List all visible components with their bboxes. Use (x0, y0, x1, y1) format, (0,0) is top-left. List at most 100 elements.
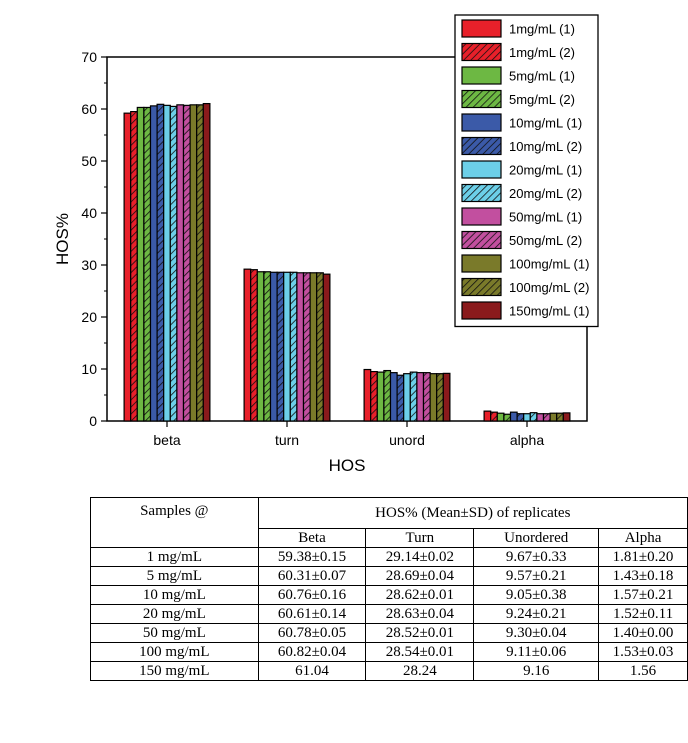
y-tick-label: 60 (81, 101, 97, 117)
results-table: Samples @ HOS% (Mean±SD) of replicates B… (90, 497, 688, 681)
legend-swatch (461, 277, 502, 297)
sample-cell: 20 mg/mL (90, 604, 259, 624)
legend-swatch (461, 19, 502, 38)
legend-swatch (461, 254, 502, 273)
legend-label: 10mg/mL (2) (509, 139, 582, 154)
column-header: Alpha (598, 528, 688, 548)
bar (289, 271, 298, 422)
value-cell: 9.16 (473, 661, 600, 681)
group-header: HOS% (Mean±SD) of replicates (257, 497, 688, 529)
bar (383, 369, 392, 422)
bar (182, 104, 191, 422)
bar (436, 373, 444, 422)
sample-cell: 1 mg/mL (90, 547, 259, 567)
bar (169, 105, 178, 422)
bar (256, 271, 265, 422)
bar (496, 412, 505, 422)
column-header: Unordered (473, 528, 600, 548)
sample-cell: 150 mg/mL (90, 661, 259, 681)
legend-label: 10mg/mL (1) (509, 116, 582, 131)
value-cell: 9.24±0.21 (473, 604, 600, 624)
legend-label: 20mg/mL (1) (509, 163, 582, 178)
value-cell: 9.57±0.21 (473, 566, 600, 586)
column-header: Turn (365, 528, 475, 548)
y-tick-label: 20 (81, 309, 97, 325)
bar (250, 269, 258, 422)
table-row: 20 mg/mL 60.61±0.14 28.63±0.04 9.24±0.21 1.5… (90, 604, 688, 624)
bar (149, 105, 158, 422)
bar-series (123, 102, 571, 422)
bar (396, 374, 405, 422)
x-tick-label: turn (275, 432, 299, 448)
value-cell: 1.40±0.00 (598, 623, 688, 643)
bar (542, 413, 551, 422)
bar (143, 106, 152, 422)
bar (196, 104, 204, 422)
bar (156, 103, 165, 422)
bar (302, 272, 311, 422)
legend-label: 5mg/mL (1) (509, 69, 575, 84)
value-cell: 9.11±0.06 (473, 642, 600, 662)
bar (269, 271, 278, 422)
bar (483, 410, 492, 422)
bar (442, 372, 451, 422)
value-cell: 1.57±0.21 (598, 585, 688, 605)
value-cell: 59.38±0.15 (257, 547, 367, 567)
y-tick-label: 30 (81, 257, 97, 273)
value-cell: 1.81±0.20 (598, 547, 688, 567)
value-cell: 60.82±0.04 (257, 642, 367, 662)
y-tick-label: 70 (81, 49, 97, 65)
value-cell: 28.54±0.01 (365, 642, 475, 662)
bar (363, 368, 372, 422)
table-row: 50 mg/mL 60.78±0.05 28.52±0.01 9.30±0.04 1.4… (90, 623, 688, 643)
x-tick-label: unord (389, 432, 425, 448)
table-row: 10 mg/mL 60.76±0.16 28.62±0.01 9.05±0.38 1.5… (90, 585, 688, 605)
legend-swatch (461, 136, 502, 156)
bar (523, 413, 531, 422)
column-header: Beta (257, 528, 367, 548)
value-cell: 1.43±0.18 (598, 566, 688, 586)
y-tick-label: 10 (81, 361, 97, 377)
bar (389, 372, 398, 422)
value-cell: 61.04 (257, 661, 367, 681)
table-row: 1 mg/mL 59.38±0.15 29.14±0.02 9.67±0.33 1.81… (90, 547, 688, 567)
legend-label: 150mg/mL (1) (509, 304, 589, 319)
bar (422, 372, 431, 422)
legend-label: 5mg/mL (2) (509, 92, 575, 107)
value-cell: 9.67±0.33 (473, 547, 600, 567)
value-cell: 1.52±0.11 (598, 604, 688, 624)
value-cell: 1.53±0.03 (598, 642, 688, 662)
bar (509, 411, 518, 422)
table-row: 5 mg/mL 60.31±0.07 28.69±0.04 9.57±0.21 1.43… (90, 566, 688, 586)
x-tick-label: alpha (510, 432, 544, 448)
legend-label: 20mg/mL (2) (509, 186, 582, 201)
legend-label: 100mg/mL (2) (509, 280, 589, 295)
value-cell: 9.30±0.04 (473, 623, 600, 643)
legend-swatch (461, 183, 502, 203)
sample-cell: 5 mg/mL (90, 566, 259, 586)
bar (322, 273, 331, 422)
bar (503, 413, 512, 422)
x-tick-label: beta (153, 432, 180, 448)
value-cell: 28.63±0.04 (365, 604, 475, 624)
value-cell: 60.76±0.16 (257, 585, 367, 605)
chart-legend: 1mg/mL (1) 1mg/mL (2) 5mg/mL (1) 5mg/mL (2)… (454, 14, 599, 328)
value-cell: 28.62±0.01 (365, 585, 475, 605)
legend-swatch (461, 230, 502, 250)
table-row: 100 mg/mL 60.82±0.04 28.54±0.01 9.11±0.06 1.… (90, 642, 688, 662)
y-axis: 0 10 20 30 40 50 60 70 (81, 49, 107, 429)
y-axis-label: HOS% (53, 213, 72, 265)
bar (263, 271, 272, 422)
sample-cell: 50 mg/mL (90, 623, 259, 643)
bar (409, 371, 418, 422)
bar (370, 371, 378, 422)
value-cell: 60.31±0.07 (257, 566, 367, 586)
sample-cell: 100 mg/mL (90, 642, 259, 662)
bar (176, 104, 185, 422)
value-cell: 28.52±0.01 (365, 623, 475, 643)
bar (283, 271, 291, 422)
value-cell: 9.05±0.38 (473, 585, 600, 605)
bar (403, 373, 411, 422)
sample-cell: 10 mg/mL (90, 585, 259, 605)
bar (316, 272, 324, 422)
